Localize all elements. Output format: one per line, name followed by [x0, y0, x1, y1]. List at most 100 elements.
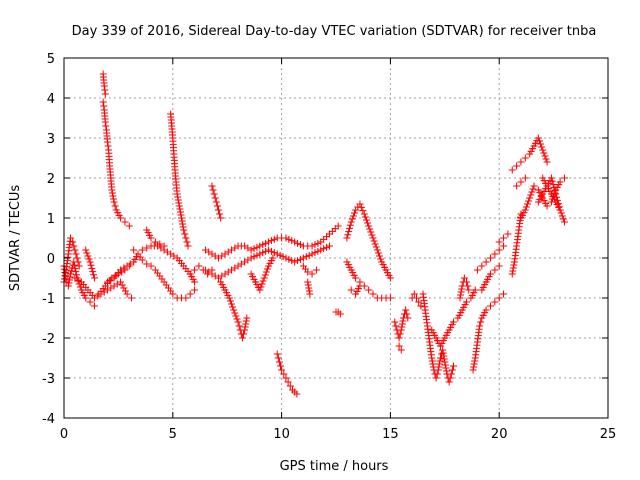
- data-point-arc-15: [317, 246, 325, 254]
- data-point-arc-5: [110, 198, 118, 206]
- data-point-arc-17: [261, 271, 269, 279]
- data-point-arc-23: [369, 290, 377, 298]
- axis-ticks: [63, 57, 609, 419]
- data-point-arc-10: [174, 196, 182, 204]
- data-point-arc-10: [183, 238, 191, 246]
- data-point-arc-13: [214, 206, 222, 214]
- data-point-arc-15: [247, 254, 255, 262]
- data-point-arc-37: [513, 182, 521, 190]
- data-point-arc-15: [294, 257, 302, 265]
- data-point-arc-23: [365, 286, 373, 294]
- data-point-arc-36: [521, 154, 529, 162]
- data-point-arc-28: [439, 349, 447, 357]
- data-point-arc-13: [208, 182, 216, 190]
- data-point-arc-12: [195, 262, 203, 270]
- data-point-arc-14: [285, 235, 293, 243]
- data-point-arc-33: [486, 270, 494, 278]
- data-point-arc-8: [143, 244, 151, 252]
- data-point-arc-22: [356, 200, 364, 208]
- x-tick-label: 25: [600, 427, 617, 442]
- y-tick-label: 0: [47, 252, 55, 267]
- data-point-arc-2: [65, 276, 73, 284]
- data-point-arc-14: [250, 245, 258, 253]
- data-point-arc-28: [436, 357, 444, 365]
- data-point-arc-28: [446, 374, 454, 382]
- data-point-arc-31: [471, 357, 479, 365]
- data-point-arc-26: [395, 342, 403, 350]
- data-point-arc-36: [508, 166, 516, 174]
- data-point-arc-31: [470, 363, 478, 371]
- data-point-arc-25: [398, 323, 406, 331]
- data-point-arc-13: [217, 214, 225, 222]
- data-point-arc-14: [334, 222, 342, 230]
- data-point-arc-14: [311, 241, 319, 249]
- data-point-arc-10: [173, 190, 181, 198]
- data-point-arc-28: [442, 367, 450, 375]
- data-point-arc-25: [395, 334, 403, 342]
- data-point-arc-30: [457, 291, 465, 299]
- data-point-arc-31: [477, 318, 485, 326]
- data-point-arc-14: [247, 246, 255, 254]
- data-point-arc-35: [510, 261, 518, 269]
- data-point-arc-36: [535, 137, 543, 145]
- data-point-arc-25: [397, 326, 405, 334]
- data-point-arc-16: [242, 317, 250, 325]
- data-point-arc-27: [413, 294, 421, 302]
- data-point-arc-30: [463, 278, 471, 286]
- data-point-arc-10: [181, 230, 189, 238]
- data-point-arc-32: [495, 246, 503, 254]
- data-point-arc-38: [560, 174, 568, 182]
- data-point-arc-14: [308, 242, 316, 250]
- data-point-arc-15: [291, 258, 299, 266]
- data-point-arc-35: [508, 270, 516, 278]
- data-point-arc-5: [108, 189, 116, 197]
- data-point-arc-38: [527, 191, 535, 199]
- data-point-arc-14: [294, 239, 302, 247]
- data-point-arc-5: [125, 222, 133, 230]
- data-point-arc-18: [273, 350, 281, 358]
- data-point-arc-29: [471, 286, 479, 294]
- data-point-arc-4: [88, 264, 96, 272]
- data-point-arc-3: [123, 290, 131, 298]
- data-point-arc-10: [177, 211, 185, 219]
- data-point-arc-28: [440, 352, 448, 360]
- data-point-arc-2: [65, 279, 73, 287]
- data-point-arc-32: [500, 242, 508, 250]
- data-point-arc-39: [559, 215, 567, 223]
- data-point-arc-9: [130, 246, 138, 254]
- y-tick-label: -3: [42, 372, 55, 387]
- data-point-arc-22: [364, 219, 372, 227]
- data-point-arc-15: [259, 249, 267, 257]
- y-tick-label: -4: [42, 412, 55, 427]
- y-tick-label: 2: [47, 172, 55, 187]
- data-point-arc-32: [482, 258, 490, 266]
- data-point-arc-15: [285, 255, 293, 263]
- data-point-arc-21: [336, 310, 344, 318]
- data-point-arc-1: [73, 254, 81, 262]
- data-point-arc-10: [179, 220, 187, 228]
- data-point-arc-39: [548, 177, 556, 185]
- data-point-arc-22: [376, 252, 384, 260]
- data-point-arc-34: [504, 230, 512, 238]
- data-point-arc-15: [320, 245, 328, 253]
- data-point-arc-15: [305, 251, 313, 259]
- data-point-arc-18: [275, 358, 283, 366]
- data-point-arc-19: [308, 270, 316, 278]
- data-point-arc-28: [435, 360, 443, 368]
- data-point-arc-20: [304, 278, 312, 286]
- data-point-arc-17: [258, 280, 266, 288]
- data-point-arc-14: [314, 239, 322, 247]
- data-point-arc-17: [269, 254, 277, 262]
- data-point-arc-31: [495, 294, 503, 302]
- data-point-arc-16: [232, 312, 240, 320]
- data-point-arc-22: [357, 203, 365, 211]
- data-point-arc-31: [470, 360, 478, 368]
- data-point-arc-22: [377, 255, 385, 263]
- data-point-arc-16: [238, 334, 246, 342]
- x-tick-label: 0: [60, 427, 68, 442]
- data-point-arc-25: [396, 330, 404, 338]
- data-point-arc-24: [347, 286, 355, 294]
- data-point-arc-39: [560, 218, 568, 226]
- data-point-arc-4: [87, 261, 95, 269]
- data-point-arc-30: [464, 282, 472, 290]
